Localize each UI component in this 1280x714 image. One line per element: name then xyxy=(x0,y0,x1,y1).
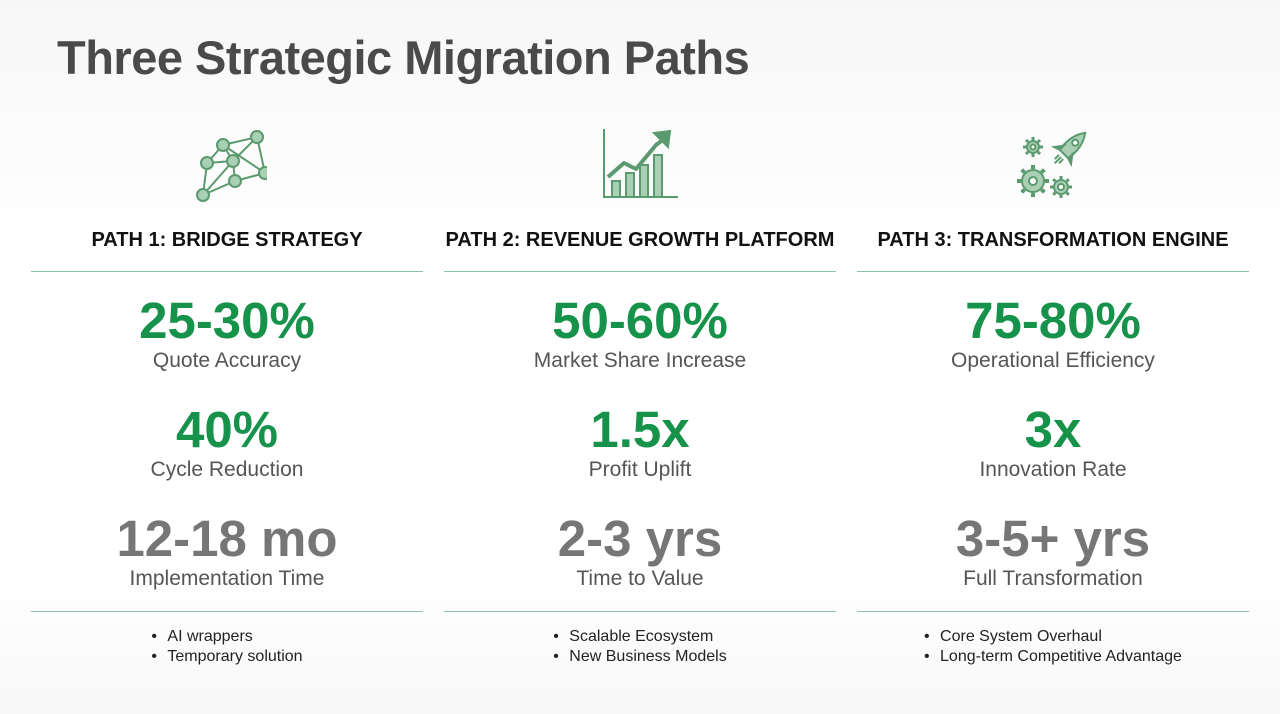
metric: 40% Cycle Reduction xyxy=(31,401,423,482)
metric: 2-3 yrs Time to Value xyxy=(444,510,836,591)
path-column-1: PATH 1: BRIDGE STRATEGY 25-30% Quote Acc… xyxy=(31,120,423,690)
list-item: • Long-term Competitive Advantage xyxy=(924,647,1182,667)
bullet-text: Core System Overhaul xyxy=(940,628,1102,645)
page-title: Three Strategic Migration Paths xyxy=(57,31,750,84)
list-item: • Temporary solution xyxy=(151,647,302,667)
metric: 25-30% Quote Accuracy xyxy=(31,292,423,373)
divider xyxy=(31,611,423,612)
growth-chart-icon xyxy=(600,125,680,205)
bullet-text: New Business Models xyxy=(569,648,727,665)
bullet-icon: • xyxy=(151,628,158,645)
metric: 3x Innovation Rate xyxy=(857,401,1249,482)
bullet-icon: • xyxy=(924,628,930,645)
metric-value: 3-5+ yrs xyxy=(955,510,1151,567)
path-heading: PATH 2: REVENUE GROWTH PLATFORM xyxy=(445,229,835,251)
bullet-icon: • xyxy=(553,628,559,645)
metric-value: 12-18 mo xyxy=(116,510,338,567)
bullet-text: AI wrappers xyxy=(167,628,253,645)
divider xyxy=(31,271,423,272)
list-item: • Scalable Ecosystem xyxy=(553,627,726,647)
metric-label: Full Transformation xyxy=(963,567,1143,590)
bullet-icon: • xyxy=(553,648,559,665)
metric-value: 3x xyxy=(1024,401,1082,458)
bullet-icon: • xyxy=(924,648,930,665)
bullet-text: Long-term Competitive Advantage xyxy=(940,648,1182,665)
path-column-3: PATH 3: TRANSFORMATION ENGINE 75-80% Ope… xyxy=(857,120,1249,690)
metric: 12-18 mo Implementation Time xyxy=(31,510,423,591)
metric-label: Operational Efficiency xyxy=(951,349,1155,372)
metric-label: Market Share Increase xyxy=(533,349,747,372)
bullet-list: • Core System Overhaul • Long-term Competi… xyxy=(857,627,1249,667)
path-heading: PATH 1: BRIDGE STRATEGY xyxy=(91,229,363,251)
metric-value: 50-60% xyxy=(552,292,728,349)
list-item: • AI wrappers xyxy=(151,627,302,647)
divider xyxy=(857,271,1249,272)
metric-value: 2-3 yrs xyxy=(557,510,723,567)
metric-label: Quote Accuracy xyxy=(152,349,302,372)
list-item: • Core System Overhaul xyxy=(924,627,1182,647)
bullet-text: Scalable Ecosystem xyxy=(569,628,714,645)
bullet-list: • Scalable Ecosystem • New Business Models xyxy=(444,627,836,667)
metric-label: Cycle Reduction xyxy=(150,458,304,481)
bullet-text: Temporary solution xyxy=(167,648,303,665)
network-nodes-icon xyxy=(187,125,267,205)
metric: 3-5+ yrs Full Transformation xyxy=(857,510,1249,591)
bullet-list: • AI wrappers • Temporary solution xyxy=(31,627,423,667)
rocket-gears-icon xyxy=(1013,125,1093,205)
metric: 1.5x Profit Uplift xyxy=(444,401,836,482)
metric: 75-80% Operational Efficiency xyxy=(857,292,1249,373)
bullet-icon: • xyxy=(151,648,158,665)
metric-label: Implementation Time xyxy=(129,567,325,590)
metric-value: 40% xyxy=(175,401,279,458)
list-item: • New Business Models xyxy=(553,647,726,667)
metric-value: 75-80% xyxy=(965,292,1141,349)
metric-label: Profit Uplift xyxy=(588,458,692,481)
divider xyxy=(857,611,1249,612)
metric-value: 25-30% xyxy=(139,292,315,349)
path-column-2: PATH 2: REVENUE GROWTH PLATFORM 50-60% M… xyxy=(444,120,836,690)
divider xyxy=(444,271,836,272)
metric: 50-60% Market Share Increase xyxy=(444,292,836,373)
metric-label: Time to Value xyxy=(576,567,704,590)
metric-label: Innovation Rate xyxy=(979,458,1127,481)
metric-value: 1.5x xyxy=(590,401,690,458)
path-heading: PATH 3: TRANSFORMATION ENGINE xyxy=(877,229,1229,251)
divider xyxy=(444,611,836,612)
